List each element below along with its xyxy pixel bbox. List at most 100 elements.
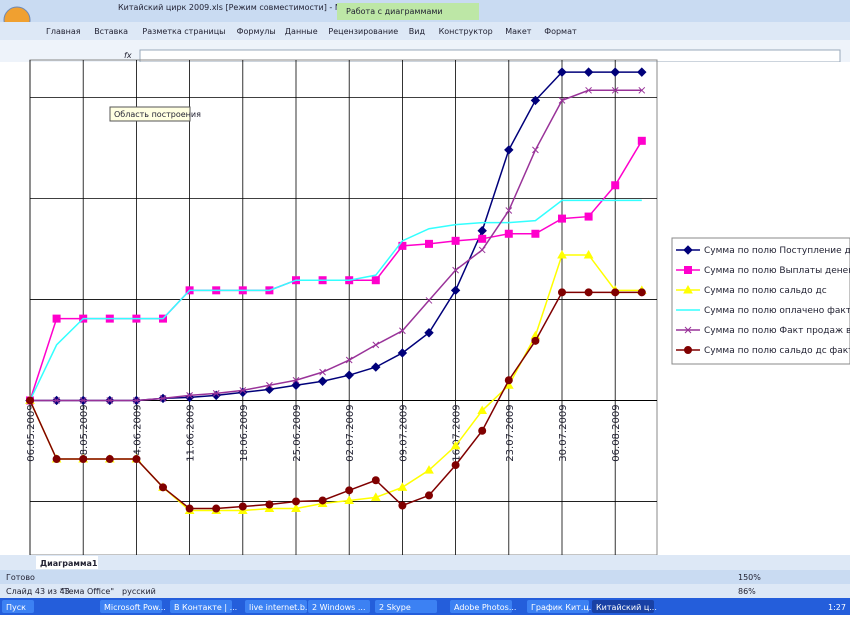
marker — [584, 288, 593, 297]
marker — [504, 229, 513, 238]
marker — [53, 397, 60, 404]
marker — [105, 455, 114, 464]
marker — [397, 482, 408, 491]
marker — [583, 249, 594, 259]
taskbar-label: Microsoft Pow... — [104, 603, 166, 612]
taskbar-label: Китайский ц... — [596, 603, 657, 612]
ribbon-tab[interactable]: Главная — [46, 27, 81, 36]
taskbar-label: 2 Skype — [379, 603, 411, 612]
legend-label: Сумма по полю сальдо дс — [704, 286, 827, 296]
x-tick-label: 11.06.2009 — [186, 404, 197, 461]
taskbar-button[interactable] — [245, 600, 307, 613]
zoom-text: 150% — [738, 573, 761, 582]
marker — [425, 297, 433, 304]
taskbar-button[interactable] — [375, 600, 437, 613]
marker — [239, 386, 247, 394]
x-tick-label: 04.06.2009 — [132, 404, 143, 461]
x-tick-label: 28.05.2009 — [79, 404, 90, 461]
marker — [684, 326, 692, 334]
taskbar-label: Adobe Photos... — [454, 603, 516, 612]
marker — [530, 95, 541, 106]
ribbon — [0, 22, 850, 40]
status-text: Готово — [6, 573, 35, 582]
marker — [238, 502, 247, 511]
marker — [425, 239, 433, 248]
marker — [504, 145, 514, 155]
ribbon-tab[interactable]: Макет — [505, 27, 532, 36]
marker — [558, 214, 566, 223]
marker — [106, 397, 114, 404]
taskbar-button[interactable] — [592, 600, 654, 613]
marker — [450, 440, 461, 450]
tooltip-text: Область построения — [114, 110, 201, 119]
marker — [212, 504, 221, 513]
marker — [398, 501, 407, 510]
ribbon-tab[interactable]: Данные — [285, 27, 318, 36]
x-tick-label: 25.06.2009 — [292, 404, 303, 461]
taskbar-button[interactable] — [170, 600, 232, 613]
marker — [425, 491, 433, 500]
taskbar-button[interactable] — [2, 600, 34, 613]
ppt-status-item: русский — [122, 587, 156, 596]
ribbon-tab[interactable]: Формат — [544, 27, 577, 36]
context-tab[interactable] — [337, 3, 479, 20]
marker — [638, 86, 646, 94]
sheet-tabs — [0, 555, 850, 570]
ribbon-tab[interactable]: Рецензирование — [328, 27, 398, 36]
marker — [684, 266, 692, 274]
taskbar-button[interactable] — [100, 600, 162, 613]
marker — [344, 370, 354, 380]
taskbar-label: График Кит.ц... — [531, 603, 596, 612]
x-tick-label: 02.07.2009 — [345, 404, 356, 461]
series-line — [29, 199, 642, 401]
ribbon-tab[interactable]: Конструктор — [439, 27, 493, 36]
taskbar-label: 2 Windows ... — [312, 603, 366, 612]
ribbon-tab[interactable]: Вид — [409, 27, 426, 36]
marker — [450, 285, 461, 296]
sheet-tab-label: Диаграмма1 — [40, 559, 98, 568]
marker — [584, 212, 593, 221]
taskbar-button[interactable] — [308, 600, 370, 613]
x-tick-label: 06.05.2009 — [26, 404, 37, 461]
legend-label: Сумма по полю сальдо дс факт — [704, 346, 850, 356]
series-line — [30, 89, 642, 402]
marker — [345, 486, 354, 495]
marker — [185, 504, 194, 513]
marker — [451, 461, 460, 470]
marker — [531, 229, 540, 238]
marker — [683, 284, 693, 294]
marker — [558, 288, 566, 297]
legend-label: Сумма по полю Поступление ден — [704, 246, 850, 256]
taskbar-button[interactable] — [450, 600, 512, 613]
marker — [344, 495, 355, 504]
marker — [585, 86, 592, 94]
marker — [452, 266, 459, 274]
marker — [611, 288, 620, 297]
window-title: Китайский цирк 2009.xls [Режим совместим… — [118, 3, 391, 12]
marker — [212, 390, 220, 397]
ribbon-tab[interactable]: Вставка — [94, 27, 128, 36]
marker — [291, 380, 301, 390]
marker — [557, 67, 567, 77]
ribbon-tab[interactable]: Разметка страницы — [142, 27, 225, 36]
ribbon-tab[interactable]: Формулы — [237, 27, 276, 36]
sheet-tab[interactable] — [36, 556, 98, 569]
series-line — [29, 291, 642, 510]
marker — [159, 395, 167, 402]
status-bar — [0, 570, 850, 584]
marker — [52, 455, 61, 464]
legend-label: Сумма по полю Выплаты денег п — [704, 266, 850, 276]
marker — [532, 146, 539, 154]
ppt-status-item: "Тема Office" — [60, 587, 114, 596]
x-tick-label: 06.08.2009 — [611, 404, 622, 461]
marker — [132, 455, 141, 464]
marker — [79, 397, 87, 404]
marker — [424, 465, 434, 474]
taskbar-button[interactable] — [527, 600, 589, 613]
marker — [370, 492, 381, 501]
ppt-zoom: 86% — [738, 587, 756, 596]
marker — [611, 86, 619, 94]
marker — [371, 276, 380, 285]
taskbar-label: Пуск — [6, 603, 26, 612]
marker — [684, 346, 692, 354]
